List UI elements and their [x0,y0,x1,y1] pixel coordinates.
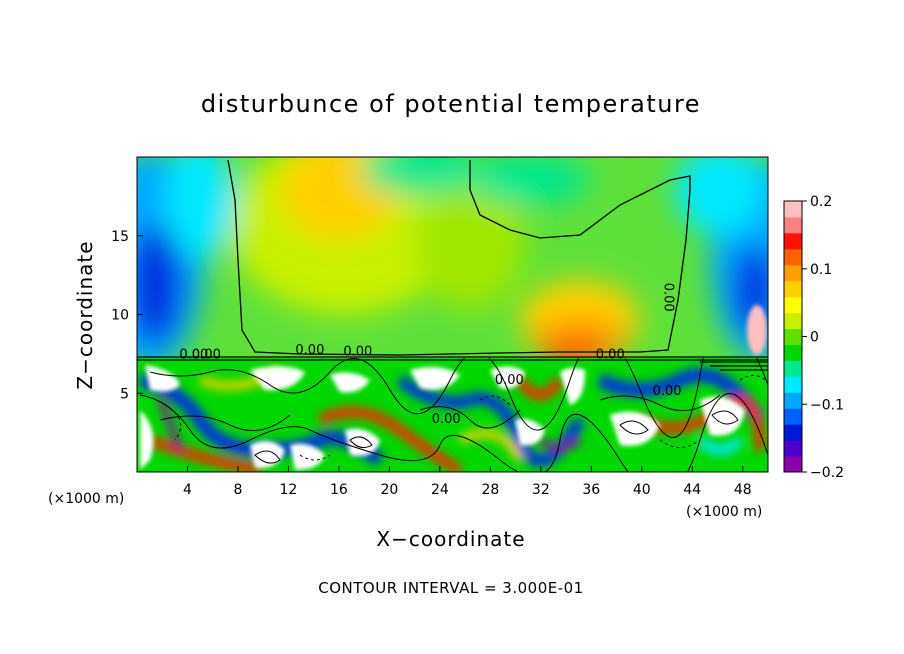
x-tick-label: 32 [532,482,550,498]
colorbar-swatch [784,328,802,345]
colorbar-swatch [784,248,802,266]
x-tick-label: 28 [481,482,499,498]
colorbar-tick-label: 0.1 [810,262,832,278]
colorbar-tick-label: 0 [810,330,819,346]
contour-interval-text: CONTOUR INTERVAL = 3.000E-01 [318,579,583,597]
y-axis-label: Z−coordinate [73,240,97,389]
colorbar-swatch [784,312,802,330]
heatmap-lower-layer [137,358,768,472]
colorbar-swatch [784,280,802,298]
x-tick-label: 36 [582,482,600,498]
colorbar-swatch [784,201,802,218]
colorbar-swatch [784,296,802,314]
turbulent-contours [139,358,768,472]
dashed-contours [164,375,768,461]
heatmap-upper-layer [137,157,768,360]
x-axis-unit-right: (×1000 m) [686,504,762,520]
y-tick-label: 5 [120,386,129,402]
x-tick-label: 4 [183,482,192,498]
y-tick-label: 10 [111,308,129,324]
x-tick-label: 12 [280,482,298,498]
colorbar-ticks: 0.2 0.1 0 −0.1 −0.2 [802,194,844,481]
colorbar-swatch [784,344,802,361]
y-tick-label: 15 [111,229,129,245]
colorbar [783,200,803,473]
chart-title: disturbunce of potential temperature [201,90,701,118]
heatmap-field [137,157,768,472]
contour-label: 0.00 [661,283,676,312]
zero-contour-upper [227,159,691,356]
x-axis-label: X−coordinate [376,527,525,551]
colorbar-swatch [784,440,802,457]
contour-label: 0.00 [432,412,461,427]
x-axis-ticks: 4 8 12 16 20 24 28 32 36 40 44 48 [183,466,752,498]
white-patches [140,365,745,470]
contour-label: 0.00 [192,348,221,363]
colorbar-swatch [784,360,802,377]
colorbar-swatch [784,424,802,441]
colorbar-swatch [784,456,802,473]
contour-label: 0.00 [295,343,324,358]
colorbar-tick-label: 0.2 [810,194,832,210]
x-tick-label: 8 [233,482,242,498]
x-tick-label: 40 [633,482,651,498]
colorbar-swatch [784,392,802,409]
x-tick-label: 48 [734,482,752,498]
colorbar-swatch [784,264,802,282]
x-tick-label: 20 [380,482,398,498]
colorbar-tick-label: −0.1 [810,397,844,413]
x-axis-unit-left: (×1000 m) [48,491,124,507]
contour-label: 0.00 [179,348,208,363]
x-tick-label: 24 [431,482,449,498]
y-axis-ticks: 5 10 15 [111,229,143,402]
colorbar-tick-label: −0.2 [810,465,844,481]
colorbar-swatch [784,408,802,425]
contour-labels: 0.00 0.000.000.000.000.000.000.00 0.00 [179,283,681,427]
contour-label: 0.00 [596,348,625,363]
contour-label: 0.00 [653,384,682,399]
colorbar-swatch [784,216,802,234]
colorbar-swatch [784,376,802,393]
x-tick-label: 44 [683,482,701,498]
contour-label: 0.00 [495,373,524,388]
x-tick-label: 16 [330,482,348,498]
interface-contours [137,356,768,371]
colorbar-swatch [784,232,802,250]
contour-label: 0.00 [343,344,372,359]
